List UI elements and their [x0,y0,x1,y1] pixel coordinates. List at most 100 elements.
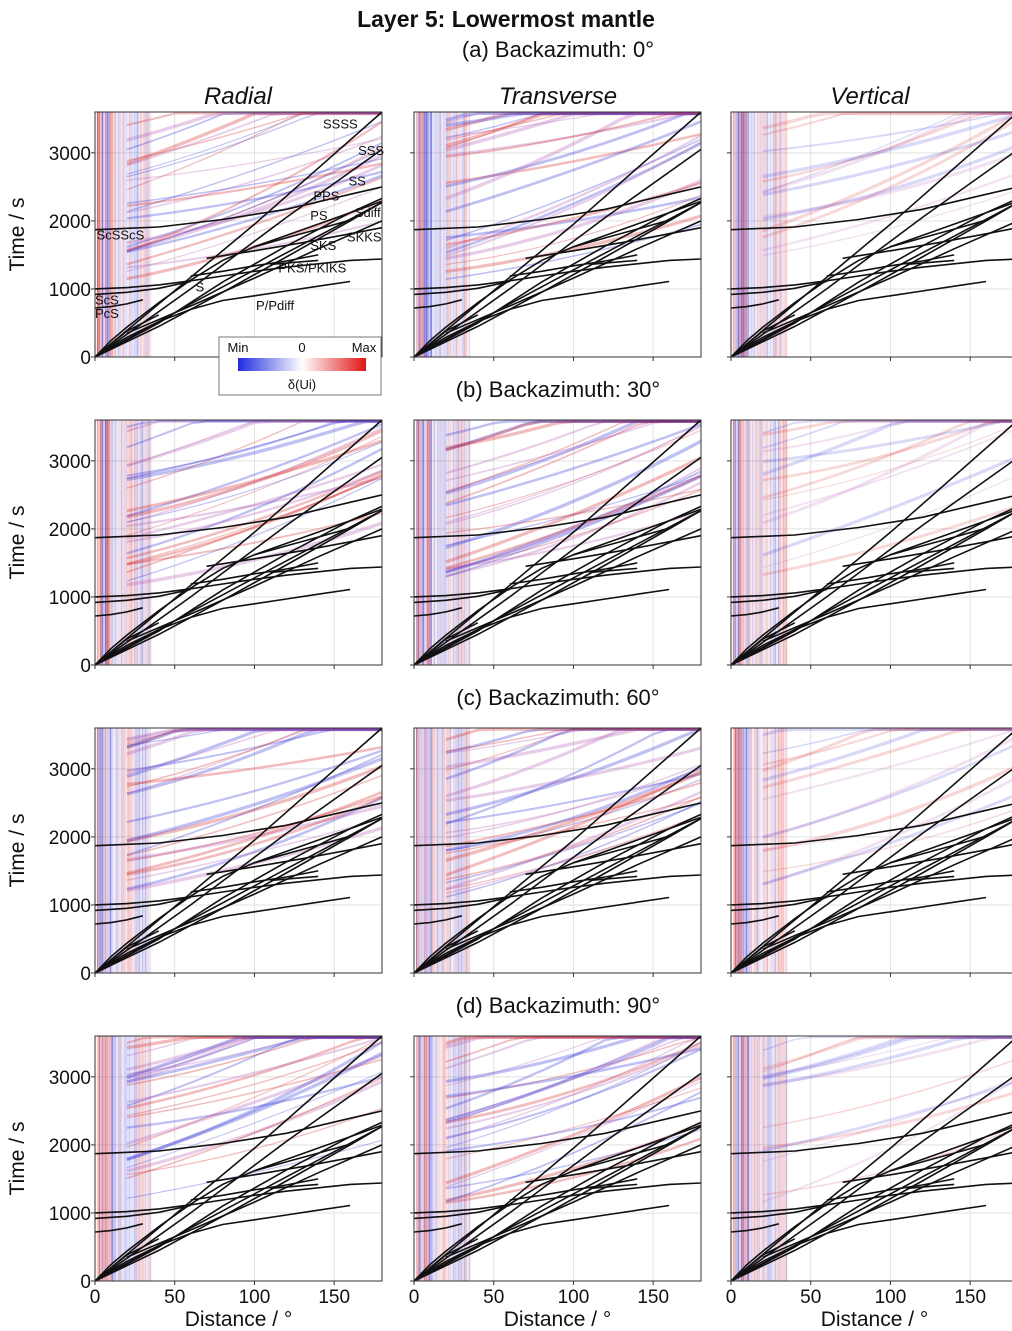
wave-band [126,120,383,213]
near-source-stripe [753,728,756,973]
near-source-stripe [782,728,784,973]
near-source-stripe [430,420,432,665]
wave-band [762,506,1012,577]
near-source-stripe [758,728,760,973]
y-tick-label: 1000 [49,1204,91,1225]
curve-pks-pkiks [270,567,319,574]
wave-band [126,804,383,862]
near-source-stripe [448,420,450,665]
curve-s [730,835,987,974]
near-source-stripe [146,728,148,973]
near-source-stripe [460,1036,463,1281]
curve-s [413,1143,670,1282]
curve-pps [94,509,383,666]
wave-band [126,135,383,214]
near-source-stripe [417,420,419,665]
near-source-stripe [741,420,743,665]
waveform-texture [733,1035,1012,1281]
near-source-stripe [124,728,126,973]
near-source-stripe [459,728,461,973]
wave-band [445,481,702,577]
curve-pks-pkiks [270,1183,319,1190]
wave-band [445,1096,702,1152]
y-tick-label: 1000 [49,280,91,301]
wave-band [126,1058,383,1119]
wave-band [762,1036,1012,1086]
curve-p-pdiff [413,1204,670,1282]
wave-band [445,179,702,261]
near-source-stripe [773,1036,775,1281]
curve-pps [413,1125,702,1282]
phase-label: SSS [358,143,384,158]
curve-s [94,527,351,666]
near-source-stripe [100,1036,102,1281]
near-source-stripe [460,420,463,665]
wave-band [126,420,382,433]
near-source-stripe [121,1036,123,1281]
wave-band [762,114,1012,179]
near-source-stripe [103,420,105,665]
near-source-stripe [138,1036,140,1281]
curve-sdiff [573,1124,702,1172]
near-source-stripe [103,1036,105,1281]
near-source-stripe [119,1036,121,1281]
wave-band [126,728,382,747]
y-tick-label: 0 [80,1272,91,1293]
plot-frame [730,1035,1012,1282]
near-source-stripe [734,420,736,665]
phase-label: PPS [313,188,339,203]
wave-band [126,728,382,788]
near-source-stripe [416,420,418,665]
curve-s [413,527,670,666]
curve-pcs [94,299,143,309]
wave-band [126,817,383,881]
near-source-stripe [763,420,765,665]
y-tick-label: 3000 [49,452,91,473]
near-source-stripe [747,1036,749,1281]
near-source-stripe [462,112,464,357]
near-source-stripe [435,728,437,973]
near-source-stripe [117,728,120,973]
near-source-stripe [765,728,767,973]
near-source-stripe [459,1036,461,1281]
wave-band [445,763,702,839]
wave-band [445,474,702,570]
near-source-stripe [465,420,467,665]
wave-band [762,1035,1012,1080]
wave-band [126,112,382,162]
curve-short-s [413,314,479,358]
near-source-stripe [752,728,754,973]
wave-band [445,474,702,574]
curve-ps [126,836,383,950]
near-source-stripe [446,1036,448,1281]
near-source-stripe [784,112,786,357]
wave-band [126,795,383,862]
wave-band [126,112,382,191]
wave-band [445,420,701,494]
near-source-stripe [733,112,735,357]
near-source-stripe [146,1036,148,1281]
near-source-stripe [747,112,749,357]
near-source-stripe [757,420,759,665]
travel-time-curves [730,732,1012,974]
curve-sss [413,817,702,974]
wave-band [762,146,1012,222]
near-source-stripe [753,112,756,357]
near-source-stripe [755,728,757,973]
near-source-stripe [133,728,136,973]
near-source-stripe [456,112,458,357]
near-source-stripe [435,112,437,357]
curve-ssss-long [413,727,702,974]
near-source-stripe [457,112,459,357]
wave-band [445,814,702,891]
curve-scs [94,280,191,296]
wave-band [445,111,701,148]
curve-scsscs [730,1111,1012,1155]
wave-band [126,162,383,208]
wave-band [762,728,1012,772]
near-source-stripe [419,1036,421,1281]
curve-short-s [413,622,479,666]
near-source-stripe [782,112,784,357]
near-source-stripe [100,112,102,357]
